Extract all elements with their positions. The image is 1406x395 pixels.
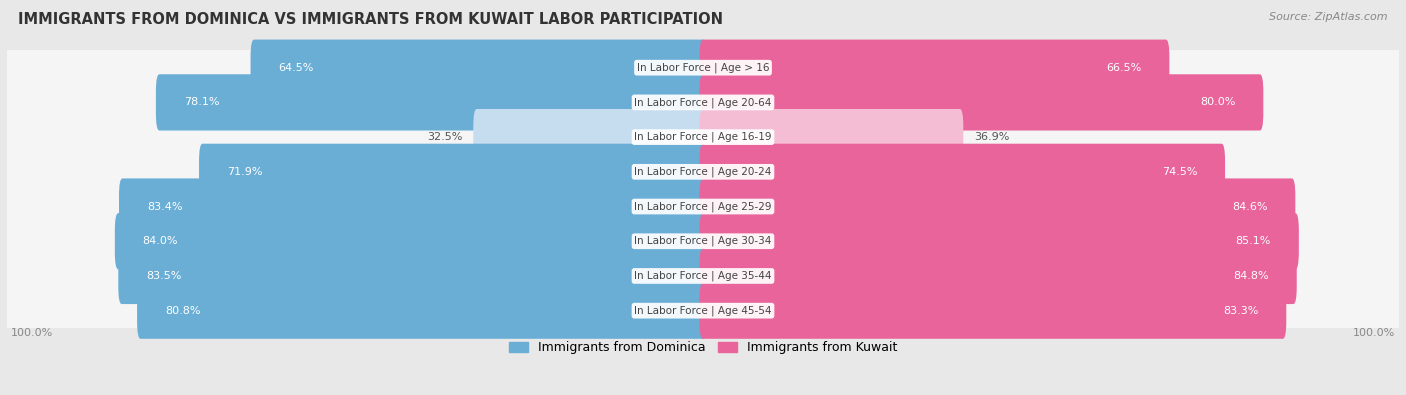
FancyBboxPatch shape — [156, 74, 706, 130]
Text: 83.4%: 83.4% — [146, 201, 183, 212]
Text: 71.9%: 71.9% — [226, 167, 263, 177]
FancyBboxPatch shape — [4, 95, 1402, 179]
Text: 100.0%: 100.0% — [10, 328, 52, 338]
FancyBboxPatch shape — [200, 144, 706, 200]
Text: IMMIGRANTS FROM DOMINICA VS IMMIGRANTS FROM KUWAIT LABOR PARTICIPATION: IMMIGRANTS FROM DOMINICA VS IMMIGRANTS F… — [18, 12, 723, 27]
Text: 85.1%: 85.1% — [1236, 236, 1271, 246]
Text: 84.6%: 84.6% — [1232, 201, 1267, 212]
FancyBboxPatch shape — [700, 213, 1299, 269]
Text: 74.5%: 74.5% — [1161, 167, 1197, 177]
Legend: Immigrants from Dominica, Immigrants from Kuwait: Immigrants from Dominica, Immigrants fro… — [503, 335, 903, 361]
Text: In Labor Force | Age 20-24: In Labor Force | Age 20-24 — [634, 167, 772, 177]
FancyBboxPatch shape — [4, 26, 1402, 110]
FancyBboxPatch shape — [4, 130, 1402, 214]
Text: In Labor Force | Age 30-34: In Labor Force | Age 30-34 — [634, 236, 772, 246]
FancyBboxPatch shape — [700, 179, 1295, 235]
FancyBboxPatch shape — [474, 109, 706, 165]
Text: 80.0%: 80.0% — [1201, 98, 1236, 107]
FancyBboxPatch shape — [120, 179, 706, 235]
FancyBboxPatch shape — [700, 282, 1286, 339]
FancyBboxPatch shape — [250, 40, 706, 96]
Text: 78.1%: 78.1% — [184, 98, 219, 107]
FancyBboxPatch shape — [700, 144, 1225, 200]
Text: 83.3%: 83.3% — [1223, 306, 1258, 316]
Text: In Labor Force | Age 20-64: In Labor Force | Age 20-64 — [634, 97, 772, 108]
Text: In Labor Force | Age 35-44: In Labor Force | Age 35-44 — [634, 271, 772, 281]
Text: In Labor Force | Age 16-19: In Labor Force | Age 16-19 — [634, 132, 772, 142]
Text: 32.5%: 32.5% — [427, 132, 463, 142]
FancyBboxPatch shape — [700, 40, 1170, 96]
Text: 83.5%: 83.5% — [146, 271, 181, 281]
Text: In Labor Force | Age 45-54: In Labor Force | Age 45-54 — [634, 305, 772, 316]
FancyBboxPatch shape — [700, 248, 1296, 304]
Text: In Labor Force | Age > 16: In Labor Force | Age > 16 — [637, 62, 769, 73]
FancyBboxPatch shape — [700, 74, 1264, 130]
Text: 84.0%: 84.0% — [142, 236, 179, 246]
Text: 80.8%: 80.8% — [165, 306, 201, 316]
FancyBboxPatch shape — [118, 248, 706, 304]
Text: 36.9%: 36.9% — [974, 132, 1010, 142]
FancyBboxPatch shape — [4, 165, 1402, 248]
Text: Source: ZipAtlas.com: Source: ZipAtlas.com — [1270, 12, 1388, 22]
FancyBboxPatch shape — [700, 109, 963, 165]
FancyBboxPatch shape — [4, 199, 1402, 283]
FancyBboxPatch shape — [115, 213, 706, 269]
Text: In Labor Force | Age 25-29: In Labor Force | Age 25-29 — [634, 201, 772, 212]
Text: 84.8%: 84.8% — [1233, 271, 1268, 281]
Text: 64.5%: 64.5% — [278, 63, 314, 73]
Text: 100.0%: 100.0% — [1354, 328, 1396, 338]
Text: 66.5%: 66.5% — [1107, 63, 1142, 73]
FancyBboxPatch shape — [4, 60, 1402, 145]
FancyBboxPatch shape — [138, 282, 706, 339]
FancyBboxPatch shape — [4, 234, 1402, 318]
FancyBboxPatch shape — [4, 269, 1402, 353]
